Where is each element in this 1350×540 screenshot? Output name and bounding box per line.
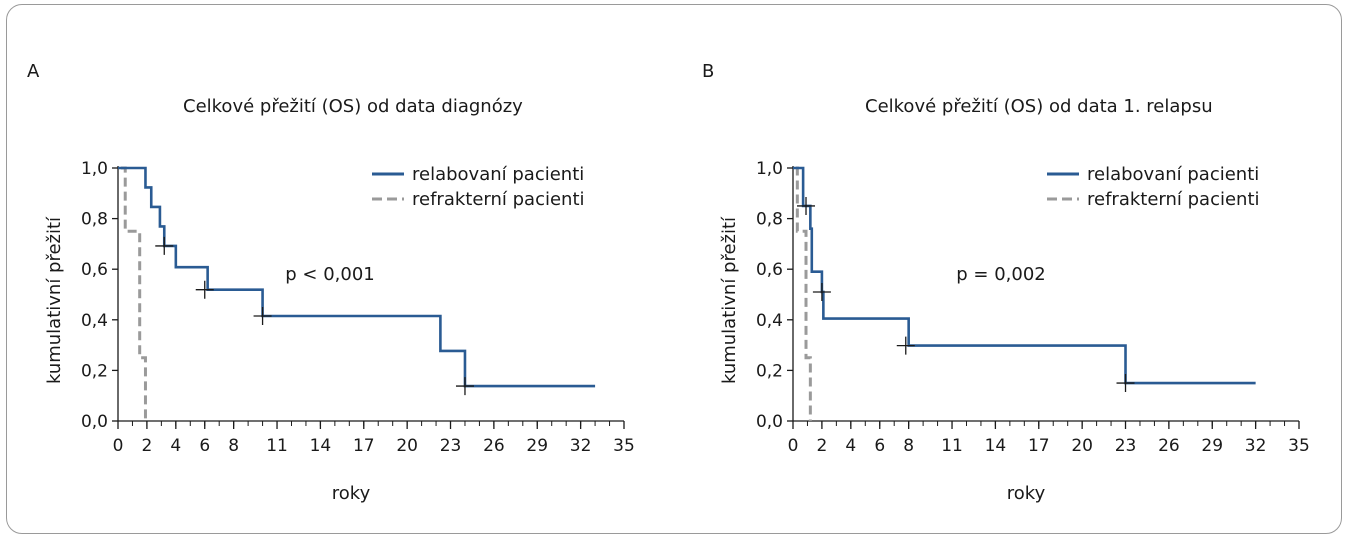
y-tick-label: 0,0 — [81, 412, 108, 432]
p-value-annotation: p < 0,001 — [285, 264, 374, 285]
x-tick-label: 11 — [266, 436, 288, 456]
y-tick-label: 0,8 — [756, 210, 783, 230]
x-tick-label: 17 — [1028, 436, 1050, 456]
x-tick-label: 14 — [985, 436, 1007, 456]
x-tick-label: 0 — [788, 436, 799, 456]
y-axis-label: kumulativní přežití — [719, 216, 740, 384]
x-tick-label: 11 — [941, 436, 963, 456]
legend-label: relabovaní pacienti — [1087, 164, 1259, 185]
y-tick-label: 0,6 — [81, 260, 108, 280]
panel-label: A — [27, 61, 40, 82]
y-tick-label: 1,0 — [81, 159, 108, 179]
y-tick-label: 0,8 — [81, 210, 108, 230]
series-line-relapsed — [118, 166, 596, 388]
censor-mark — [1116, 374, 1135, 393]
x-axis-label: roky — [332, 483, 371, 504]
figure-frame — [6, 4, 1342, 534]
panel-a: A Celkové přežití (OS) od data diagnózy … — [0, 4, 675, 534]
x-tick-label: 32 — [570, 436, 592, 456]
x-tick-label: 23 — [1115, 436, 1137, 456]
p-value-annotation: p = 0,002 — [956, 264, 1045, 285]
x-tick-label: 14 — [310, 436, 332, 456]
y-tick-label: 0,4 — [756, 311, 783, 331]
x-tick-label: 23 — [440, 436, 462, 456]
censor-mark — [253, 307, 272, 326]
x-tick-label: 4 — [170, 436, 181, 456]
x-tick-label: 35 — [613, 436, 635, 456]
x-axis-label: roky — [1007, 483, 1046, 504]
x-tick-label: 2 — [817, 436, 828, 456]
x-tick-label: 35 — [1288, 436, 1310, 456]
y-tick-label: 0,0 — [756, 412, 783, 432]
chart-title: Celkové přežití (OS) od data diagnózy — [183, 96, 523, 117]
y-tick-label: 0,4 — [81, 311, 108, 331]
x-tick-label: 6 — [199, 436, 210, 456]
x-tick-label: 6 — [874, 436, 885, 456]
y-tick-label: 0,6 — [756, 260, 783, 280]
x-tick-label: 29 — [1201, 436, 1223, 456]
x-tick-label: 2 — [142, 436, 153, 456]
survival-chart-a: 0,0 0,2 0,4 0,6 0,8 1,0 0 2 4 6 8 11 14 17 20 23 26 29 32 3… — [44, 159, 635, 504]
panel-label: B — [702, 61, 715, 82]
x-tick-label: 8 — [903, 436, 914, 456]
censor-mark — [812, 282, 831, 301]
chart-title: Celkové přežití (OS) od data 1. relapsu — [865, 96, 1213, 117]
legend-label: relabovaní pacienti — [412, 164, 584, 185]
y-tick-label: 0,2 — [756, 361, 783, 381]
x-tick-label: 0 — [113, 436, 124, 456]
legend-label: refrakterní pacienti — [1087, 189, 1260, 210]
x-tick-label: 20 — [396, 436, 418, 456]
y-tick-label: 1,0 — [756, 159, 783, 179]
censor-mark — [896, 336, 915, 355]
x-tick-label: 17 — [353, 436, 375, 456]
y-axis-label: kumulativní přežití — [44, 216, 65, 384]
censor-mark — [195, 280, 214, 299]
survival-chart-b: 0,0 0,2 0,4 0,6 0,8 1,0 0 2 4 6 8 11 14 17 20 23 26 29 32 3… — [719, 159, 1310, 504]
x-tick-label: 4 — [845, 436, 856, 456]
x-tick-label: 26 — [1158, 436, 1180, 456]
x-tick-label: 29 — [526, 436, 548, 456]
panel-b: B Celkové přežití (OS) od data 1. relaps… — [675, 4, 1350, 534]
censor-mark — [155, 236, 174, 255]
x-tick-label: 26 — [483, 436, 505, 456]
censor-mark — [455, 377, 474, 396]
series-line-refractory — [120, 166, 147, 421]
censor-mark — [797, 196, 816, 215]
x-tick-label: 8 — [228, 436, 239, 456]
y-tick-label: 0,2 — [81, 361, 108, 381]
x-tick-label: 32 — [1245, 436, 1267, 456]
x-tick-label: 20 — [1071, 436, 1093, 456]
legend-label: refrakterní pacienti — [412, 189, 585, 210]
